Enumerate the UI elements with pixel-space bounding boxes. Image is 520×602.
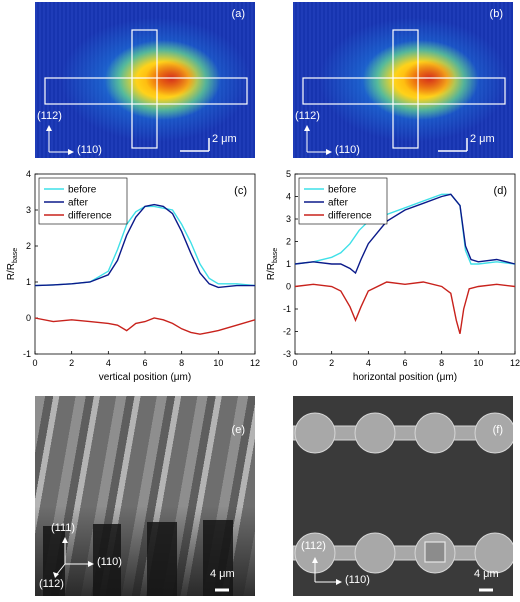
x-tick-label: 4	[106, 358, 111, 368]
scale-label: 2 μm	[212, 133, 237, 145]
panel-label-e: (e)	[231, 424, 245, 436]
legend: before after difference	[38, 177, 128, 225]
x-tick-label: 12	[510, 358, 520, 368]
y-axis-label: R/Rbase	[266, 248, 279, 281]
panel-label-b: (b)	[489, 8, 503, 20]
x-tick-label: 6	[402, 358, 407, 368]
y-tick-label: 3	[286, 214, 291, 224]
legend-box	[298, 177, 388, 225]
axis-arrow-down	[56, 563, 66, 575]
heatmap-panel-b: (b) (112) (110) 2 μm	[293, 2, 513, 158]
panel-label: (c)	[234, 185, 247, 197]
x-tick-label: 4	[366, 358, 371, 368]
y-axis-label: R/Rbase	[6, 248, 19, 281]
y-tick-label: 1	[26, 277, 31, 287]
y-tick-label: 1	[286, 259, 291, 269]
y-axis-label-subscript: base	[12, 248, 19, 263]
arrow-down-head	[53, 572, 59, 578]
arrow-up-head	[46, 125, 52, 131]
horizontal-scan-box	[44, 77, 248, 105]
y-axis-label-main: R/R	[6, 263, 17, 280]
panel-label-f: (f)	[492, 424, 503, 436]
y-tick-label: 3	[26, 205, 31, 215]
series-line-before	[294, 193, 516, 265]
legend-label-after: after	[328, 198, 349, 209]
arrow-up-head	[312, 557, 318, 563]
arrow-right-head	[88, 561, 94, 567]
y-tick-label: 4	[26, 169, 31, 179]
legend: before after difference	[298, 177, 388, 225]
x-axis-label: vertical position (μm)	[99, 372, 191, 383]
y-axis-label-main: R/R	[266, 263, 277, 280]
vertical-scan-box	[131, 29, 158, 149]
series-line-difference	[34, 317, 256, 335]
arrow-up-head	[62, 537, 68, 543]
y-tick-label: -1	[23, 349, 31, 359]
legend-label-before: before	[68, 185, 97, 196]
x-tick-label: 2	[329, 358, 334, 368]
scale-label: 4 μm	[474, 568, 499, 580]
y-tick-label: -2	[283, 327, 291, 337]
x-axis-label: horizontal position (μm)	[353, 372, 457, 383]
x-tick-label: 2	[69, 358, 74, 368]
y-tick-label: 4	[286, 192, 291, 202]
direction-label-down: (112)	[39, 578, 64, 590]
scale-label: 2 μm	[470, 133, 495, 145]
y-tick-label: -3	[283, 349, 291, 359]
direction-label-up: (111)	[51, 522, 76, 534]
x-tick-label: 0	[32, 358, 37, 368]
direction-label-up: (112)	[295, 110, 320, 122]
y-tick-label: -1	[283, 304, 291, 314]
x-tick-label: 8	[179, 358, 184, 368]
line-chart-d: 0 2 4 6 8 10 12-3-2-1012345beforeafterdifferen…	[266, 169, 520, 383]
scale-label: 4 μm	[210, 568, 235, 580]
direction-label-right: (110)	[345, 574, 370, 586]
trench-shadows	[43, 520, 233, 596]
bead-chain-bottom	[293, 532, 513, 574]
sem-image-f: (f) (112) (110) 4 μm	[293, 396, 513, 596]
plot-area	[34, 173, 256, 355]
arrow-right-head	[336, 579, 342, 585]
x-tick-label: 8	[439, 358, 444, 368]
legend-label-after: after	[68, 198, 89, 209]
legend-label-difference: difference	[68, 211, 112, 222]
horizontal-scan-box	[302, 77, 506, 105]
x-tick-label: 12	[250, 358, 260, 368]
legend-box	[38, 177, 128, 225]
arrow-right-head	[326, 149, 332, 155]
x-tick-label: 10	[213, 358, 223, 368]
x-tick-label: 6	[142, 358, 147, 368]
arrow-up-head	[304, 125, 310, 131]
panel-label-a: (a)	[231, 8, 245, 20]
heatmap-panel-a: (a) (112) (110) 2 μm	[35, 2, 255, 158]
x-tick-label: 10	[473, 358, 483, 368]
legend-label-before: before	[328, 185, 357, 196]
vertical-scan-box	[392, 29, 419, 149]
series-line-after	[34, 203, 255, 289]
bead-chain-top	[293, 412, 513, 454]
panel-label: (d)	[494, 185, 507, 197]
x-tick-label: 0	[292, 358, 297, 368]
legend-label-difference: difference	[328, 211, 372, 222]
y-tick-label: 5	[286, 169, 291, 179]
y-axis-label-subscript: base	[272, 248, 279, 263]
sem-image-e: (e) (111) (110) (112) 4 μm	[35, 396, 255, 596]
series-line-difference	[294, 281, 516, 334]
direction-label-right: (110)	[97, 556, 122, 568]
arrow-right-head	[68, 149, 74, 155]
y-tick-label: 2	[26, 241, 31, 251]
direction-label-up: (112)	[301, 540, 326, 552]
direction-label-right: (110)	[335, 144, 360, 156]
y-tick-label: 0	[286, 282, 291, 292]
y-tick-label: 2	[286, 237, 291, 247]
y-tick-label: 0	[26, 313, 31, 323]
direction-label-up: (112)	[37, 110, 62, 122]
direction-label-right: (110)	[77, 144, 102, 156]
line-chart-c: 0 2 4 6 8 10 12-101234beforeafterdifference(c)…	[6, 169, 260, 383]
defect-square	[424, 541, 446, 563]
series-line-after	[294, 193, 516, 275]
